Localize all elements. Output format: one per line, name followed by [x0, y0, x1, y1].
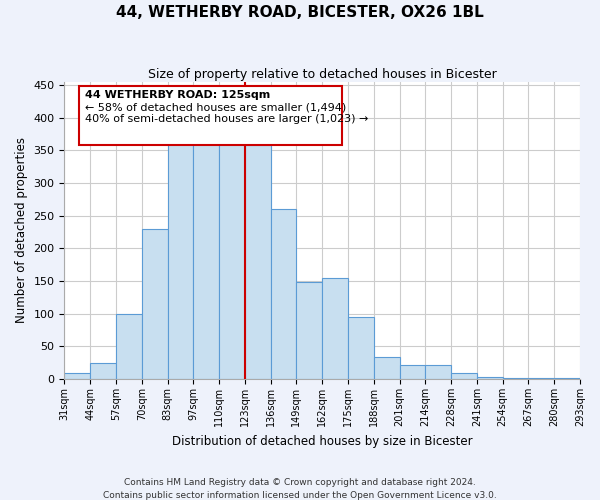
Text: 44 WETHERBY ROAD: 125sqm: 44 WETHERBY ROAD: 125sqm — [85, 90, 270, 100]
Y-axis label: Number of detached properties: Number of detached properties — [15, 138, 28, 324]
Bar — [245, 145, 271, 379]
Bar — [193, 137, 219, 379]
Bar — [503, 378, 529, 379]
Bar — [348, 317, 374, 379]
Text: 44, WETHERBY ROAD, BICESTER, OX26 1BL: 44, WETHERBY ROAD, BICESTER, OX26 1BL — [116, 5, 484, 20]
Bar — [529, 378, 554, 379]
Bar — [296, 282, 322, 379]
Bar — [116, 314, 142, 379]
Bar — [400, 366, 425, 379]
Bar — [451, 372, 477, 379]
Bar — [142, 229, 167, 379]
Bar — [90, 363, 116, 379]
Bar — [322, 278, 348, 379]
Title: Size of property relative to detached houses in Bicester: Size of property relative to detached ho… — [148, 68, 497, 80]
Bar — [477, 377, 503, 379]
Bar — [425, 366, 451, 379]
Text: Contains HM Land Registry data © Crown copyright and database right 2024.
Contai: Contains HM Land Registry data © Crown c… — [103, 478, 497, 500]
Text: ← 58% of detached houses are smaller (1,494): ← 58% of detached houses are smaller (1,… — [85, 102, 346, 113]
Bar — [554, 378, 580, 379]
Bar — [167, 140, 193, 379]
Bar — [219, 134, 245, 379]
Text: 40% of semi-detached houses are larger (1,023) →: 40% of semi-detached houses are larger (… — [85, 114, 368, 124]
Bar — [64, 372, 90, 379]
Bar — [374, 357, 400, 379]
X-axis label: Distribution of detached houses by size in Bicester: Distribution of detached houses by size … — [172, 434, 473, 448]
FancyBboxPatch shape — [79, 86, 341, 145]
Bar — [271, 209, 296, 379]
